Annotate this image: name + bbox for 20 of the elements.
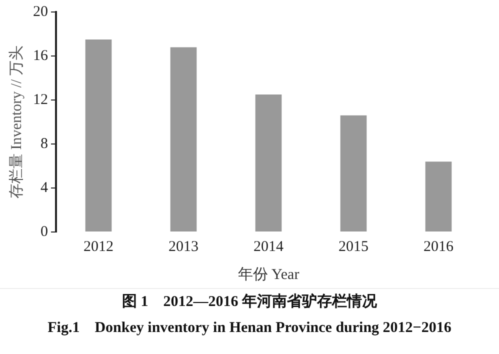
bar [255,94,282,232]
x-tick-label: 2015 [338,238,368,255]
x-tick-label: 2013 [168,238,198,255]
x-tick-label: 2016 [424,238,454,255]
bar [85,40,112,232]
caption: 图 1 2012—2016 年河南省驴存栏情况 [121,292,378,312]
y-tick-label: 12 [33,92,48,108]
bar [425,162,452,232]
x-tick-label: 2012 [84,238,114,255]
y-tick-label: 8 [40,136,48,152]
bar [170,47,197,232]
x-axis-title: 年份 Year [238,266,300,283]
y-tick-label: 0 [40,224,48,240]
y-tick-label: 4 [40,180,48,196]
y-axis-title: 存栏量 Inventory // 万头 [8,46,25,198]
caption: Fig.1 Donkey inventory in Henan Province during 2012−2016 [46,319,452,338]
x-tick-label: 2014 [254,238,284,255]
bar [340,115,367,232]
y-tick-label: 20 [33,4,48,20]
y-tick-label: 16 [33,48,48,64]
